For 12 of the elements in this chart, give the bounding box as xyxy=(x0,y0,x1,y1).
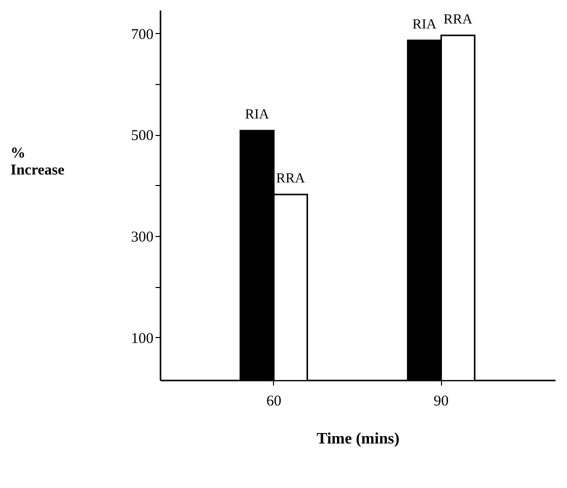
y-tick-label: 700 xyxy=(131,26,154,43)
x-tick-label: 60 xyxy=(266,394,282,410)
x-axis-title: Time (mins) xyxy=(316,430,400,448)
y-tick-label: 500 xyxy=(131,128,154,144)
series-label: RRA xyxy=(276,171,306,186)
x-tick-label: 90 xyxy=(434,394,449,410)
series-label: RIA xyxy=(245,108,270,123)
text: RIA xyxy=(412,17,437,32)
text: RRA xyxy=(444,12,472,28)
y-tick-label: 300 xyxy=(131,230,154,246)
y-axis-title: % Increase xyxy=(10,146,65,178)
y-tick-label: 100 xyxy=(131,330,154,347)
